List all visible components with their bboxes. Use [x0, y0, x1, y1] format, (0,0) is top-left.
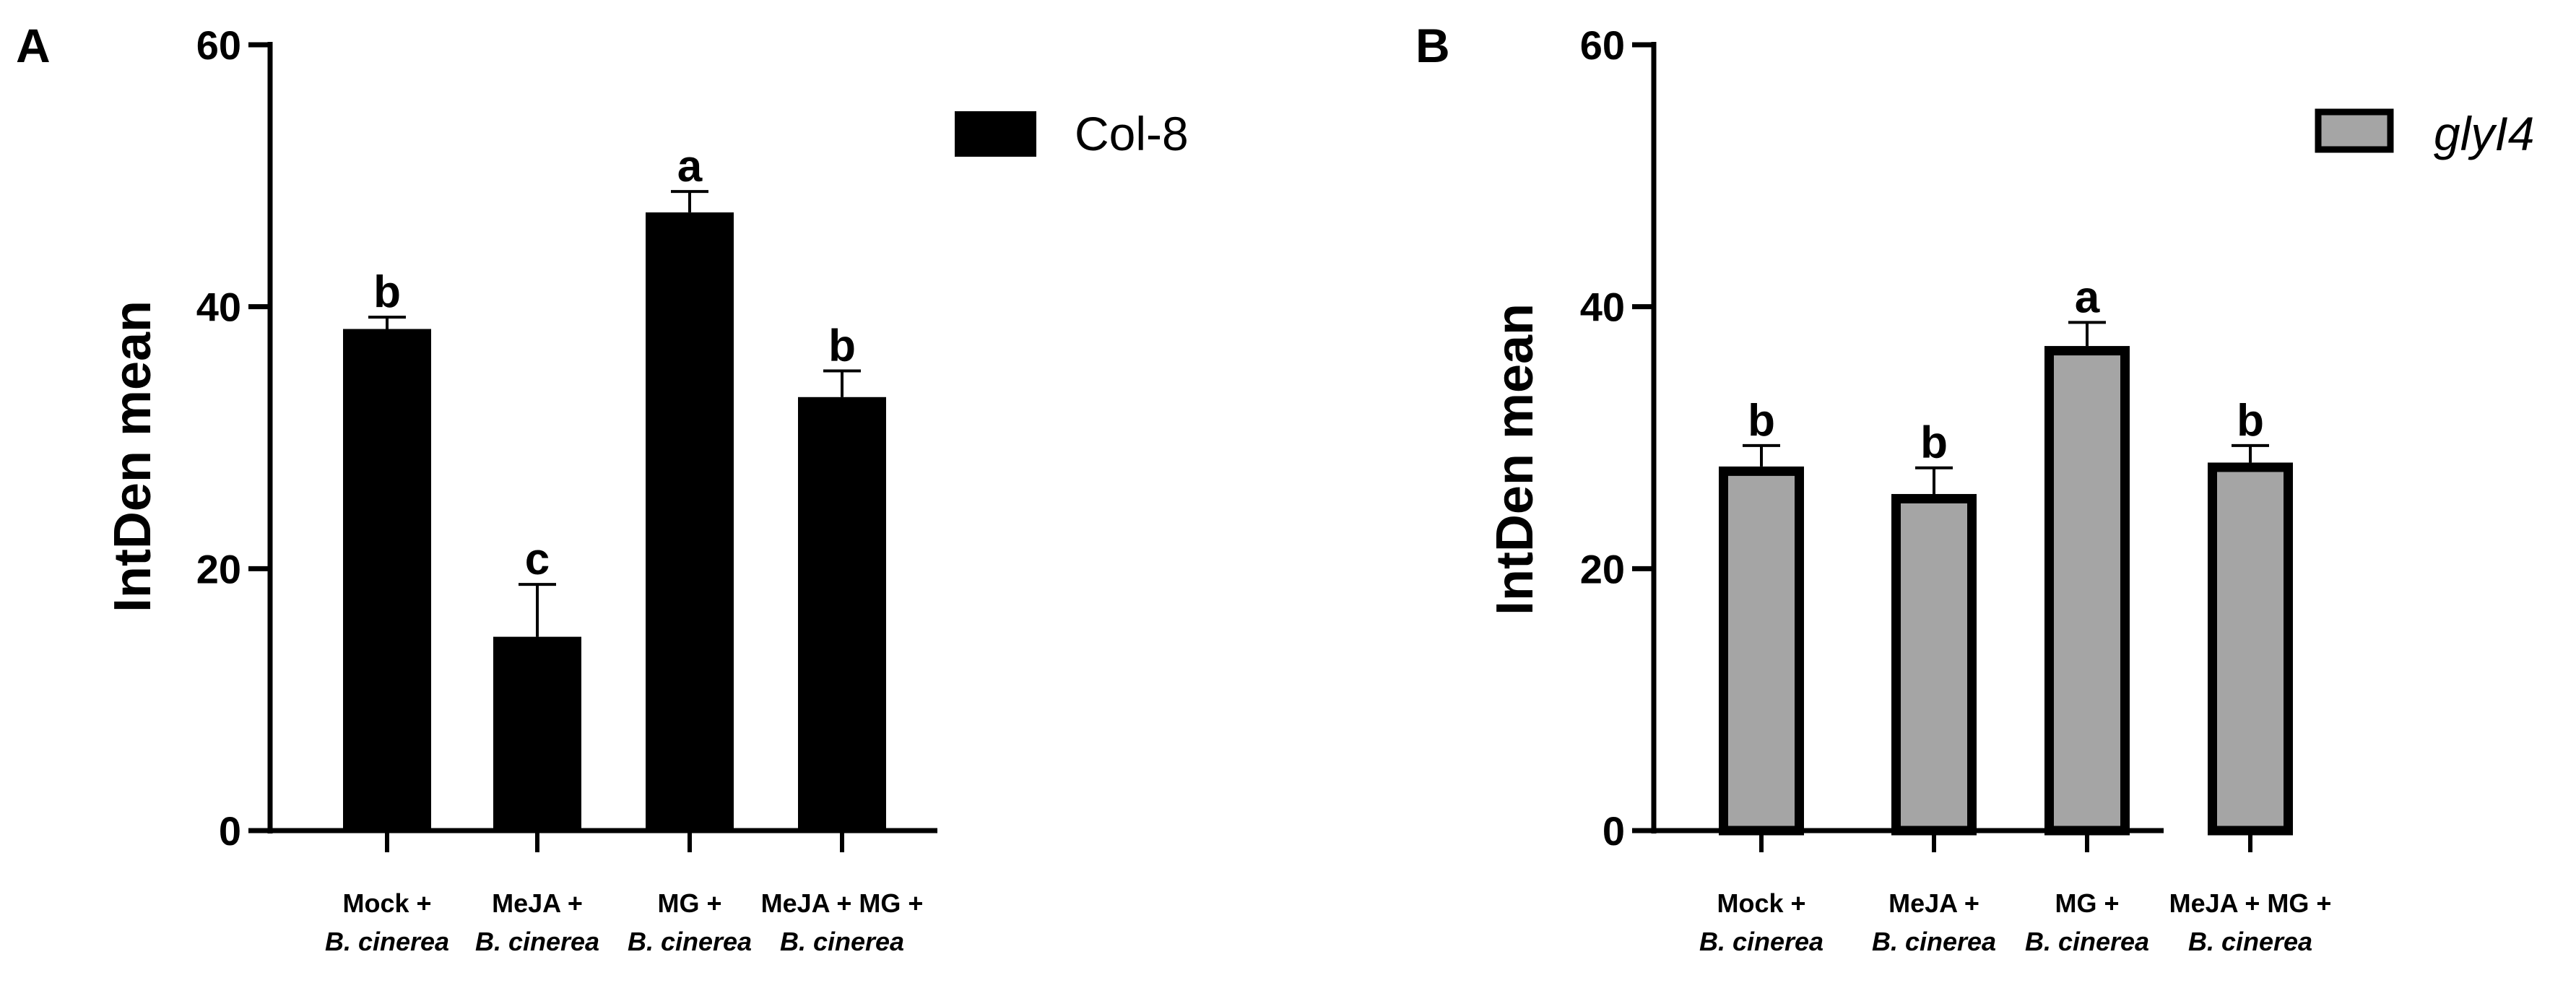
plot-area-b: 0 20 40 60 b Mock + B. cinerea b MeJA + B. cinere…	[1580, 22, 2332, 956]
x-tick-label-species-a: B. cinerea	[325, 927, 449, 956]
x-tick-label-b: Mock +	[1717, 888, 1805, 918]
bar-b	[2044, 346, 2130, 836]
significance-letter-a: c	[525, 534, 550, 584]
y-tick-label-b: 20	[1580, 546, 1625, 592]
y-tick-label-a: 20	[196, 546, 241, 592]
bar-a	[493, 636, 581, 832]
plot-area-a: 0 20 40 60 b Mock + B. cinerea c MeJA + B. cinere…	[196, 22, 937, 956]
significance-letter-a: a	[677, 142, 703, 191]
panel-label-a: A	[16, 19, 51, 72]
x-tick-label-species-a: B. cinerea	[780, 927, 904, 956]
legend-b: glyI4	[2315, 107, 2534, 160]
panel-b: B IntDen mean 0 20 40 60 b Mock + B. cinerea b M…	[1415, 19, 2534, 956]
legend-swatch-b	[2315, 108, 2394, 153]
legend-a: Col-8	[955, 107, 1189, 160]
y-axis-title-b: IntDen mean	[1486, 303, 1544, 615]
legend-label-b: glyI4	[2434, 107, 2534, 160]
legend-swatch-a	[955, 111, 1036, 157]
bar-b	[1891, 493, 1977, 836]
significance-letter-a: b	[828, 321, 856, 371]
panel-a: A IntDen mean 0 20 40 60 b Mock + B. cinerea c M…	[16, 19, 1189, 956]
x-tick-label-b: MG +	[2055, 888, 2119, 918]
y-tick-label-b: 60	[1580, 22, 1625, 68]
x-tick-label-species-a: B. cinerea	[628, 927, 752, 956]
bar-a	[798, 397, 886, 832]
y-tick-label-b: 0	[1603, 808, 1625, 854]
significance-letter-a: b	[373, 267, 401, 317]
bar-b	[2208, 462, 2293, 836]
y-tick-label-a: 0	[219, 808, 241, 854]
x-tick-label-a: Mock +	[342, 888, 431, 918]
bar-b	[1719, 466, 1804, 836]
y-tick-label-a: 60	[196, 22, 241, 68]
x-tick-label-species-b: B. cinerea	[2025, 927, 2149, 956]
x-tick-label-b: MeJA + MG +	[2169, 888, 2332, 918]
panel-label-b: B	[1415, 19, 1450, 72]
x-tick-label-species-b: B. cinerea	[1699, 927, 1823, 956]
bar-a	[646, 212, 734, 832]
y-tick-label-b: 40	[1580, 285, 1625, 330]
x-tick-label-a: MG +	[657, 888, 721, 918]
x-tick-label-a: MeJA +	[492, 888, 583, 918]
significance-letter-b: b	[2237, 396, 2264, 446]
x-tick-label-species-b: B. cinerea	[2188, 927, 2312, 956]
x-tick-label-a: MeJA + MG +	[761, 888, 924, 918]
significance-letter-b: a	[2075, 272, 2100, 322]
x-tick-label-species-b: B. cinerea	[1872, 927, 1996, 956]
y-axis-title-a: IntDen mean	[104, 300, 162, 612]
bar-a	[343, 329, 431, 832]
x-tick-label-b: MeJA +	[1888, 888, 1979, 918]
legend-label-a: Col-8	[1075, 107, 1189, 160]
y-tick-label-a: 40	[196, 285, 241, 330]
significance-letter-b: b	[1920, 418, 1948, 468]
significance-letter-b: b	[1748, 396, 1775, 446]
x-tick-label-species-a: B. cinerea	[475, 927, 599, 956]
